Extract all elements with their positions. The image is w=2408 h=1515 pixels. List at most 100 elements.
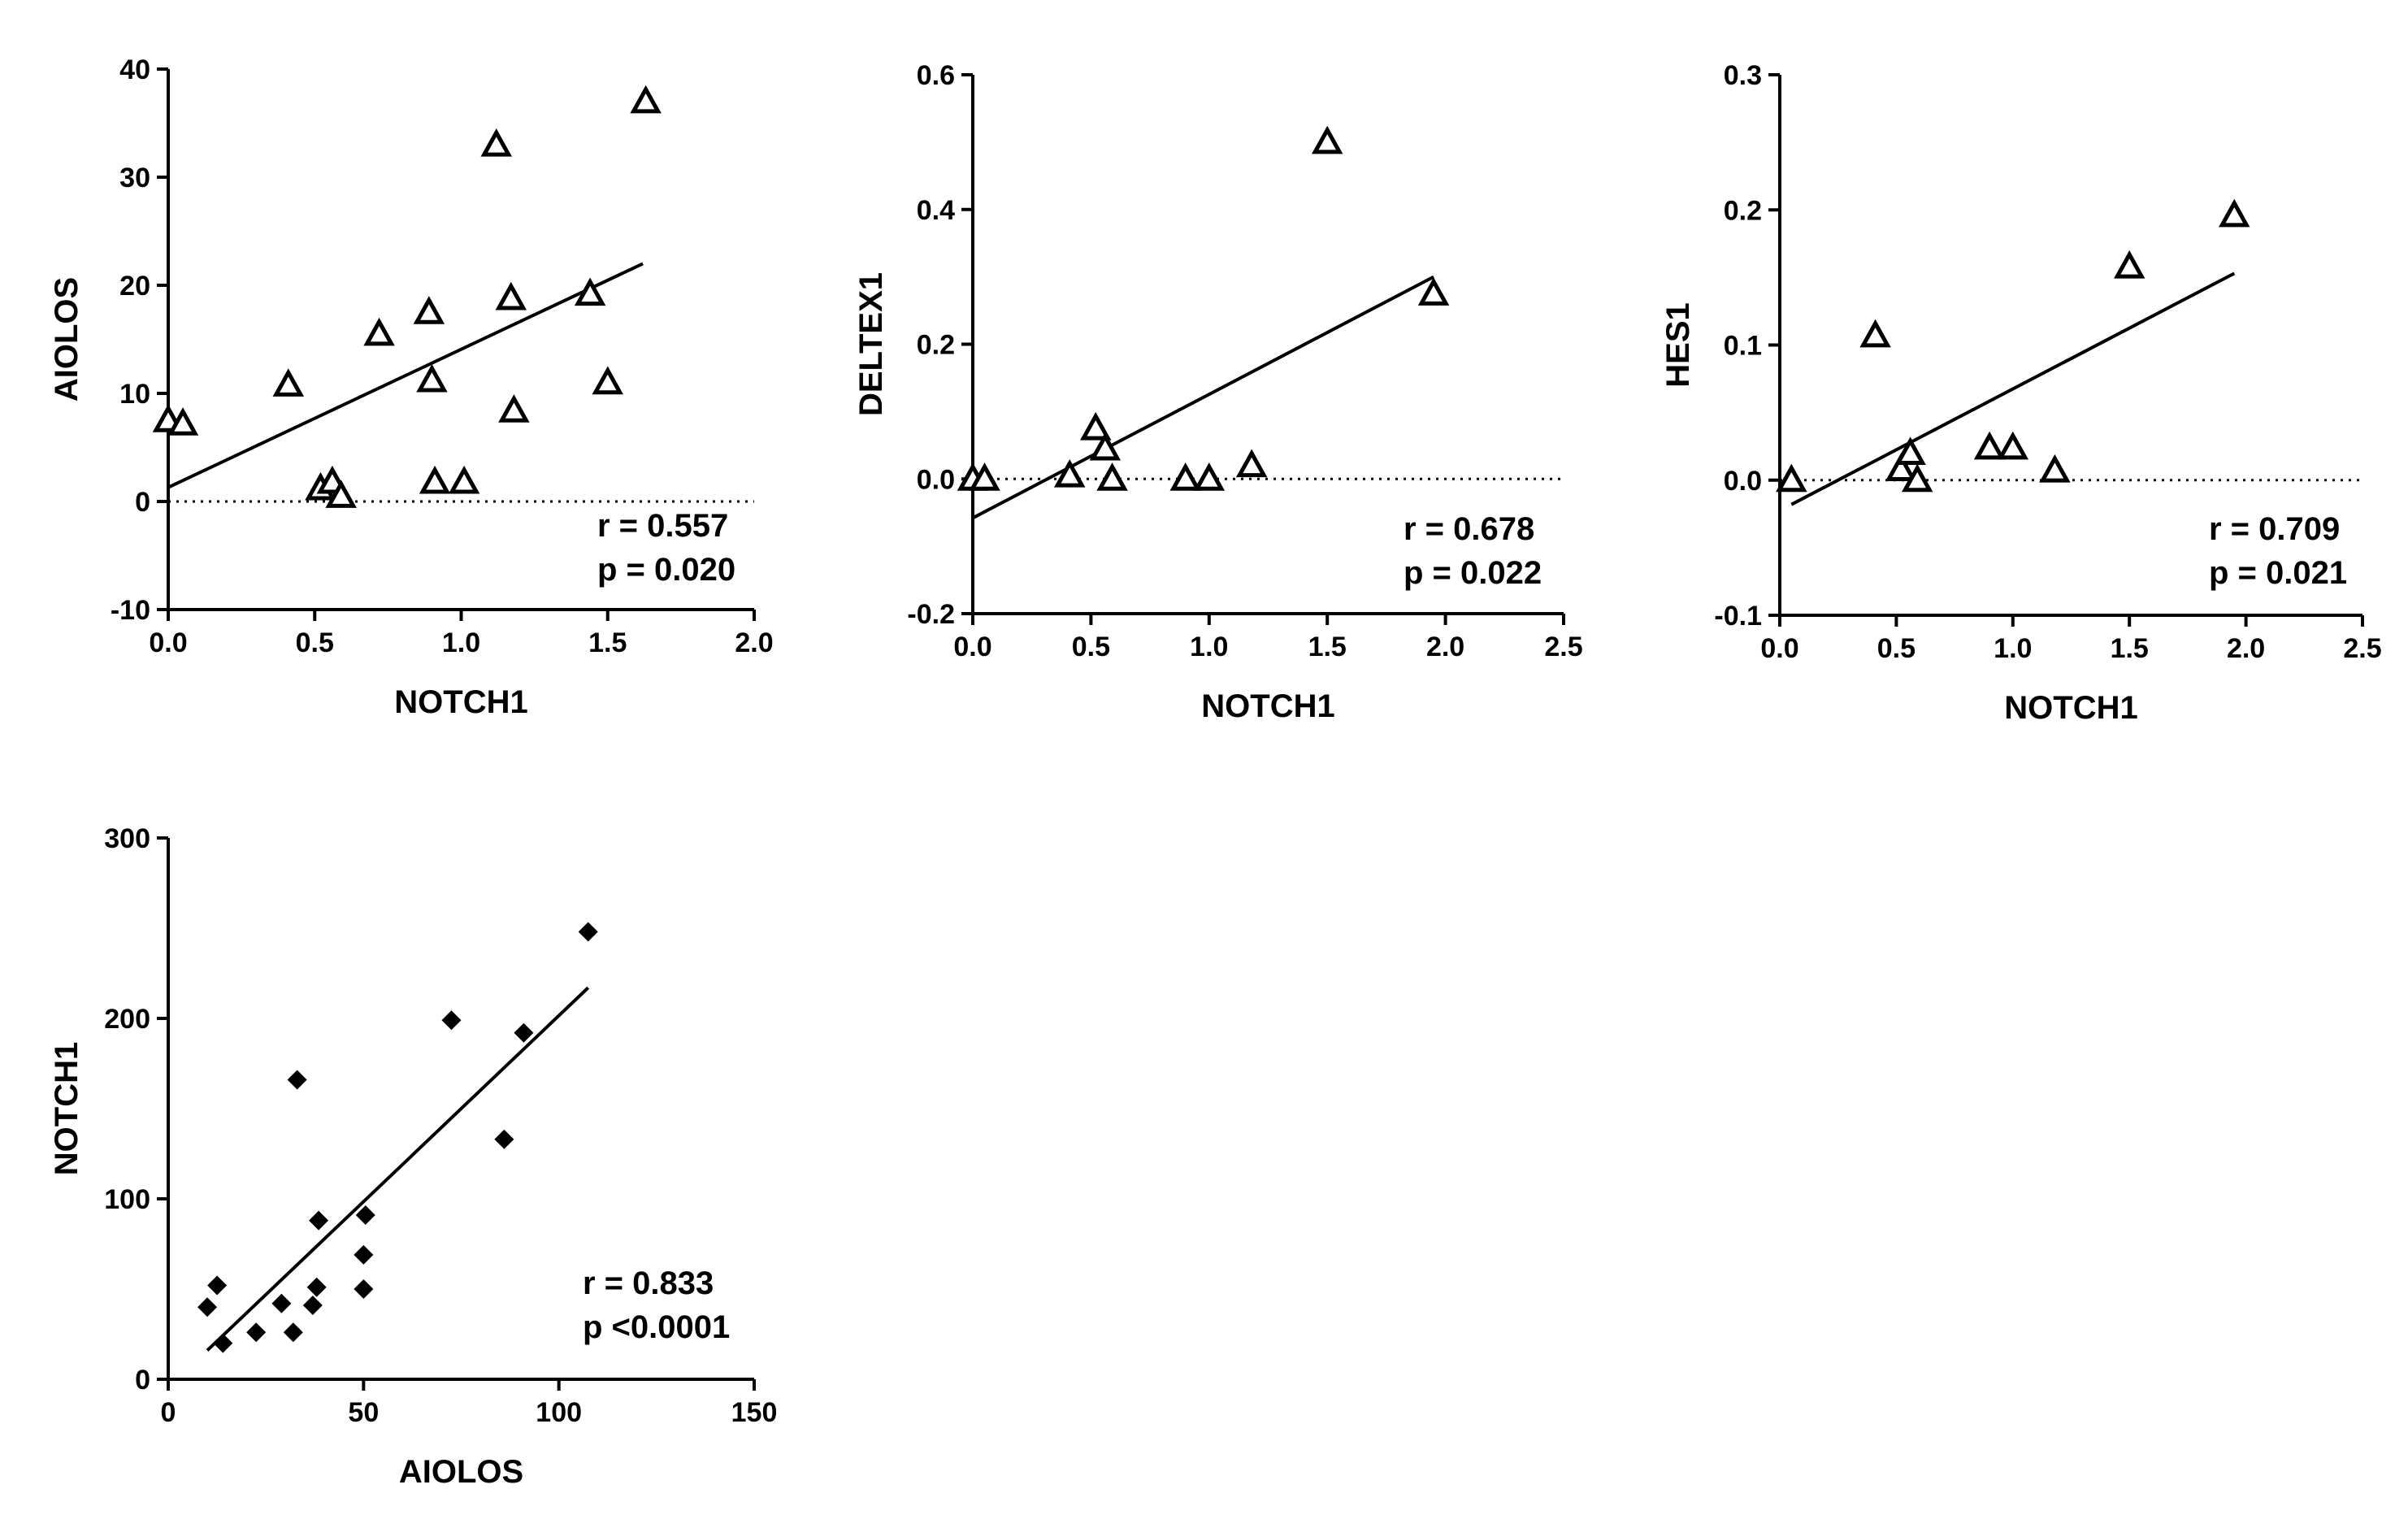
data-point — [302, 1295, 323, 1315]
y-tick-label: 20 — [119, 271, 150, 302]
y-axis-title: HES1 — [1660, 302, 1696, 388]
data-point — [1997, 431, 2029, 460]
y-tick-label: -0.1 — [1714, 601, 1762, 632]
x-axis-title: NOTCH1 — [394, 684, 527, 720]
p-value-label: p <0.0001 — [583, 1309, 730, 1345]
data-point — [592, 366, 623, 395]
data-point — [1973, 431, 2006, 460]
data-point — [246, 1322, 267, 1343]
regression-line — [167, 262, 644, 489]
y-axis-title: AIOLOS — [49, 277, 85, 402]
correlation-r-label: r = 0.557 — [597, 508, 728, 544]
data-point — [416, 363, 448, 393]
data-point — [272, 368, 305, 397]
data-point — [1776, 463, 1807, 493]
chart-deltex1-vs-notch1: -0.20.00.20.40.60.0 0.5 1.0 1.5 2.0 2.5NOTCH1… — [853, 60, 1583, 724]
data-point — [363, 317, 395, 346]
x-tick-label: 0 — [161, 1397, 176, 1428]
data-point — [354, 1279, 374, 1299]
data-point — [494, 1129, 514, 1149]
p-value-label: p = 0.021 — [2209, 555, 2347, 591]
x-tick-label: 150 — [731, 1397, 778, 1428]
data-point — [514, 1022, 534, 1043]
data-point — [1417, 277, 1450, 306]
y-tick-label: 0 — [135, 487, 150, 518]
data-point — [574, 277, 606, 306]
x-tick-label: 0.0 — [953, 632, 991, 662]
y-tick-label: 0.2 — [1724, 195, 1762, 226]
data-point — [1885, 453, 1917, 481]
y-tick-label: 300 — [104, 823, 150, 854]
data-point — [1096, 462, 1128, 491]
y-tick-label: 0.4 — [917, 195, 955, 226]
data-point — [1079, 411, 1112, 441]
data-point — [2219, 198, 2250, 228]
data-point — [2113, 250, 2146, 279]
data-point — [498, 394, 530, 423]
data-point — [309, 1210, 329, 1231]
x-tick-label: 0.5 — [1072, 632, 1110, 662]
data-point — [287, 1070, 307, 1090]
data-point — [306, 1277, 327, 1297]
data-point — [197, 1297, 218, 1317]
x-tick-label: 0.5 — [296, 627, 334, 658]
x-tick-label: 0.0 — [1760, 633, 1798, 664]
regression-line — [1790, 271, 2236, 506]
data-point — [271, 1293, 292, 1313]
y-tick-label: 0.6 — [917, 60, 955, 91]
y-tick-label: 0.2 — [917, 330, 955, 361]
x-tick-label: 2.5 — [2343, 633, 2381, 664]
x-tick-label: 2.0 — [735, 627, 773, 658]
data-point — [2039, 454, 2071, 483]
x-tick-label: 2.5 — [1544, 632, 1582, 662]
data-point — [630, 85, 662, 114]
data-point — [1311, 125, 1343, 154]
data-point — [1089, 432, 1122, 461]
chart-hes1-vs-notch1: -0.10.00.10.20.30.0 0.5 1.0 1.5 2.0 2.5NOTCH1… — [1660, 60, 2382, 726]
data-point — [448, 465, 480, 494]
y-tick-label: 10 — [119, 379, 150, 410]
y-tick-label: 30 — [119, 163, 150, 193]
regression-line — [206, 986, 590, 1352]
regression-line — [972, 275, 1434, 520]
data-point — [1894, 436, 1926, 465]
data-point — [480, 128, 513, 157]
data-point — [325, 480, 357, 508]
data-point — [355, 1205, 375, 1225]
data-point — [213, 1333, 233, 1353]
correlation-r-label: r = 0.709 — [2209, 511, 2340, 547]
y-tick-label: 0.1 — [1724, 331, 1762, 362]
x-tick-label: 0.5 — [1877, 633, 1916, 664]
x-tick-label: 1.5 — [1308, 632, 1347, 662]
x-tick-label: 2.0 — [1426, 632, 1464, 662]
chart-aiolos-vs-notch1: -10 0 10 20 30 40 0.0 0.5 1.0 1.5 2.0 NOTCH1 AIOLOS r… — [49, 54, 774, 720]
data-point — [1235, 449, 1268, 478]
data-point — [441, 1010, 462, 1031]
x-tick-label: 100 — [536, 1397, 582, 1428]
data-point — [1901, 463, 1933, 493]
data-point — [283, 1322, 303, 1343]
x-axis-title: NOTCH1 — [1201, 688, 1334, 724]
y-tick-label: 200 — [104, 1004, 150, 1035]
data-point — [969, 462, 1000, 491]
x-tick-label: 1.5 — [2111, 633, 2149, 664]
data-point — [495, 281, 527, 310]
data-point — [354, 1244, 374, 1265]
y-tick-label: 40 — [119, 54, 150, 85]
x-tick-label: 2.0 — [2227, 633, 2265, 664]
y-axis-title: DELTEX1 — [853, 272, 889, 416]
data-point — [1169, 462, 1201, 491]
data-point — [578, 922, 598, 942]
x-tick-label: 1.0 — [1190, 632, 1228, 662]
y-tick-label: 0.3 — [1724, 60, 1762, 91]
y-tick-label: -10 — [111, 595, 150, 626]
data-point — [1859, 319, 1891, 348]
data-point — [207, 1275, 228, 1296]
x-tick-label: 1.0 — [1994, 633, 2032, 664]
y-tick-label: 0.0 — [917, 464, 955, 495]
y-tick-label: 0.0 — [1724, 466, 1762, 497]
correlation-r-label: r = 0.678 — [1404, 511, 1534, 547]
y-tick-label: 0 — [135, 1365, 150, 1396]
x-tick-label: 0.0 — [149, 627, 187, 658]
x-axis-title: AIOLOS — [399, 1454, 523, 1490]
